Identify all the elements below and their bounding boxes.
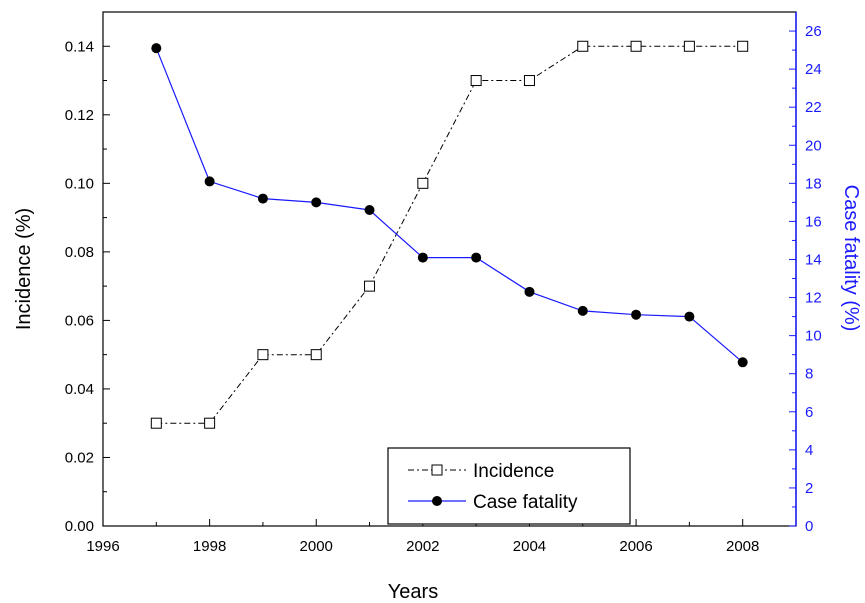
legend-fatality-label: Case fatality [473,492,578,513]
x-tick-label: 1996 [86,538,119,555]
right-tick-label: 24 [805,61,822,78]
legend-incidence-marker [431,464,443,476]
x-tick-label: 2002 [406,538,439,555]
case-fatality-point [151,43,162,54]
legend-incidence-label: Incidence [473,461,554,482]
case-fatality-point [524,286,535,297]
left-tick-label: 0.12 [65,107,94,124]
right-tick-label: 6 [805,404,813,421]
left-tick-label: 0.10 [65,175,94,192]
right-tick-label: 4 [805,442,813,459]
x-tick-label: 2008 [726,538,759,555]
x-tick-label: 2006 [619,538,652,555]
case-fatality-point [204,176,215,187]
case-fatality-point [417,252,428,263]
incidence-point [364,280,376,292]
right-tick-label: 16 [805,213,822,230]
left-y-axis-ticks: 0.00 0.02 0.04 0.06 0.08 0.10 0.12 0.14 [65,38,110,535]
x-axis-ticks: 1996 1998 2000 2002 2004 2006 2008 [86,519,759,555]
left-tick-label: 0.04 [65,381,94,398]
series-layer [150,40,749,429]
incidence-point [310,349,322,361]
left-tick-label: 0.02 [65,449,94,466]
right-tick-label: 12 [805,290,822,307]
case-fatality-point [311,197,322,208]
right-tick-label: 10 [805,328,822,345]
case-fatality-point [257,193,268,204]
case-fatality-point [577,305,588,316]
case-fatality-series-line [155,47,744,363]
legend-box [387,447,631,525]
incidence-point [204,417,216,429]
x-axis-title: Years [388,581,438,603]
left-y-axis-title: Incidence (%) [13,208,35,330]
incidence-series-line [156,45,743,424]
incidence-point [417,177,429,189]
legend: Incidence Case fatality [387,447,631,525]
right-tick-label: 2 [805,480,813,497]
x-tick-label: 2000 [300,538,333,555]
legend-fatality-marker [432,496,442,506]
case-fatality-point [737,357,748,368]
right-tick-label: 14 [805,251,822,268]
right-tick-label: 18 [805,175,822,192]
incidence-point [737,40,749,52]
left-tick-label: 0.14 [65,38,94,55]
x-tick-label: 2004 [513,538,546,555]
case-fatality-point [684,311,695,322]
incidence-point [630,40,642,52]
right-tick-label: 26 [805,23,822,40]
right-y-axis-title: Case fatality (%) [840,185,862,332]
case-fatality-point [631,309,642,320]
right-tick-label: 0 [805,518,813,535]
case-fatality-point [471,252,482,263]
left-tick-label: 0.00 [65,518,94,535]
incidence-point [257,349,269,361]
right-tick-label: 8 [805,366,813,383]
incidence-point [577,40,589,52]
case-fatality-point [364,204,375,215]
incidence-point [523,75,535,87]
incidence-point [470,75,482,87]
incidence-point [150,417,162,429]
right-tick-label: 20 [805,137,822,154]
right-tick-label: 22 [805,99,822,116]
incidence-point [683,40,695,52]
left-tick-label: 0.06 [65,312,94,329]
x-tick-label: 1998 [193,538,226,555]
left-tick-label: 0.08 [65,244,94,261]
